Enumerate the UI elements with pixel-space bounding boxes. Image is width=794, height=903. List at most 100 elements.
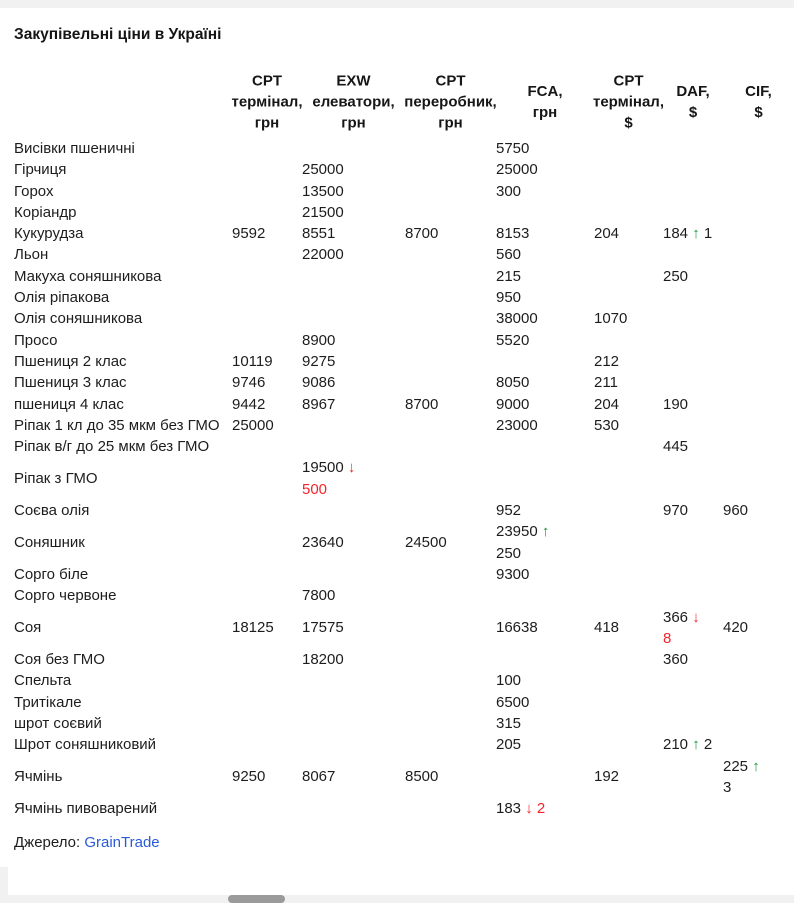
table-row: пшениця 4 клас 9442 8967 8700 9000 204 190	[14, 394, 794, 415]
cell-fca-grn: 183 ↓ 2	[496, 798, 594, 819]
table-row: Ячмінь 9250 8067 8500 192 225 ↑ 3	[14, 756, 794, 799]
cell-cif-usd	[723, 585, 794, 606]
article-content: Закупівельні ціни в Україні CPT термінал…	[0, 8, 794, 851]
cell-cif-usd: 420	[723, 619, 749, 637]
cell-fca-grn	[496, 436, 594, 457]
cell-daf-usd	[663, 351, 723, 372]
scrollbar-thumb[interactable]	[228, 895, 285, 903]
cell-value-text: 8	[663, 629, 672, 647]
cell-cif-usd	[723, 713, 794, 734]
cell-cpt-pererobnyk-grn: 8500	[405, 768, 439, 786]
cell-daf-usd	[663, 415, 723, 436]
cell-exw-elevator-grn: 9086	[302, 374, 336, 392]
arrow-up-icon: ↑	[752, 757, 760, 775]
table-row: Льон 22000 560	[14, 244, 794, 265]
cell-cpt-terminal-grn	[232, 692, 302, 713]
cell-cpt-terminal-grn	[232, 521, 302, 564]
table-row: Тритікале 6500	[14, 692, 794, 713]
row-label: Кукурудза	[14, 225, 84, 243]
cell-cpt-pererobnyk-grn	[405, 138, 496, 159]
cell-cpt-terminal-usd	[594, 266, 663, 287]
cell-daf-usd	[663, 756, 723, 799]
column-header-daf-usd: DAF, $	[663, 70, 723, 134]
cell-cpt-terminal-grn	[232, 500, 302, 521]
row-label: Соняшник	[14, 533, 85, 551]
cell-cpt-pererobnyk-grn	[405, 308, 496, 329]
table-row: Гірчиця 25000 25000	[14, 159, 794, 180]
cell-daf-usd: 970	[663, 502, 689, 520]
cell-fca-grn: 205	[496, 736, 522, 754]
table-row: Сорго біле 9300	[14, 564, 794, 585]
cell-exw-elevator-grn	[302, 436, 405, 457]
cell-value-text: 184	[663, 225, 693, 243]
cell-fca-grn: 16638	[496, 619, 538, 637]
cell-daf-usd	[663, 330, 723, 351]
cell-exw-elevator-grn	[302, 138, 405, 159]
cell-cpt-pererobnyk-grn	[405, 798, 496, 819]
cell-cif-usd	[723, 202, 794, 223]
row-label: Ріпак в/г до 25 мкм без ГМО	[14, 438, 210, 456]
graintrade-link[interactable]: GrainTrade	[84, 833, 160, 851]
row-label: Сорго біле	[14, 565, 89, 583]
cell-cpt-terminal-usd	[594, 649, 663, 670]
cell-value-text: 23950	[496, 523, 542, 541]
table-row: Соя без ГМО 18200 360	[14, 649, 794, 670]
arrow-down-icon: ↓	[692, 608, 700, 626]
column-header-product	[14, 70, 232, 134]
cell-cpt-terminal-usd	[594, 713, 663, 734]
cell-cpt-pererobnyk-grn: 24500	[405, 533, 447, 551]
row-label: Олія соняшникова	[14, 310, 143, 328]
cell-cpt-pererobnyk-grn	[405, 351, 496, 372]
cell-value-text: 1	[699, 225, 713, 243]
row-label: Сорго червоне	[14, 587, 117, 605]
cell-cpt-terminal-usd	[594, 500, 663, 521]
row-label: Олія ріпакова	[14, 289, 110, 307]
price-table-body: Висівки пшеничні 5750 Гірчиця 25000 25000 Гор…	[14, 138, 794, 820]
column-header-cpt-pererobnyk-grn: CPT переробник, грн	[404, 70, 496, 134]
cell-value-text: 183	[496, 800, 526, 818]
cell-cif-usd	[723, 394, 794, 415]
cell-daf-usd	[663, 138, 723, 159]
cell-fca-grn: 8050	[496, 374, 530, 392]
cell-exw-elevator-grn	[302, 500, 405, 521]
cell-daf-usd: 250	[663, 267, 689, 285]
cell-daf-usd	[663, 670, 723, 691]
cell-cpt-terminal-usd	[594, 287, 663, 308]
cell-cpt-terminal-grn: 18125	[232, 619, 274, 637]
cell-value-text: 2	[699, 736, 713, 754]
horizontal-scrollbar[interactable]	[0, 895, 794, 903]
cell-cpt-terminal-usd	[594, 692, 663, 713]
arrow-down-icon: ↓	[347, 459, 356, 477]
cell-cpt-terminal-grn	[232, 181, 302, 202]
row-label: Просо	[14, 331, 58, 349]
cell-cpt-terminal-usd	[594, 564, 663, 585]
cell-cpt-terminal-usd: 1070	[594, 310, 628, 328]
cell-exw-elevator-grn	[302, 670, 405, 691]
cell-cpt-terminal-usd	[594, 181, 663, 202]
cell-cif-usd	[723, 308, 794, 329]
table-row: Просо 8900 5520	[14, 330, 794, 351]
column-header-exw-elevator-grn: EXW елеватори, грн	[302, 70, 405, 134]
cell-cpt-pererobnyk-grn	[405, 585, 496, 606]
cell-cpt-terminal-grn	[232, 670, 302, 691]
row-label: Пшениця 2 клас	[14, 352, 127, 370]
cell-cpt-terminal-grn	[232, 798, 302, 819]
cell-cpt-terminal-grn	[232, 159, 302, 180]
cell-cif-usd	[723, 649, 794, 670]
cell-exw-elevator-grn: 8067	[302, 768, 336, 786]
table-row: Сорго червоне 7800	[14, 585, 794, 606]
cell-cif-usd	[723, 670, 794, 691]
cell-cpt-terminal-usd: 211	[594, 374, 618, 392]
cell-fca-grn: 952	[496, 502, 522, 520]
cell-exw-elevator-grn	[302, 287, 405, 308]
table-row: Соя 18125 17575 16638 418 366 ↓ 8 420	[14, 607, 794, 650]
cell-daf-usd	[663, 244, 723, 265]
column-header-label: DAF, $	[676, 83, 710, 121]
cell-cpt-terminal-grn: 10119	[232, 352, 273, 370]
cell-cpt-terminal-grn	[232, 287, 302, 308]
cell-fca-grn	[496, 649, 594, 670]
cell-cpt-terminal-grn	[232, 244, 302, 265]
cell-fca-grn: 315	[496, 715, 522, 733]
cell-fca-grn: 8153	[496, 225, 530, 243]
cell-cpt-pererobnyk-grn	[405, 415, 496, 436]
